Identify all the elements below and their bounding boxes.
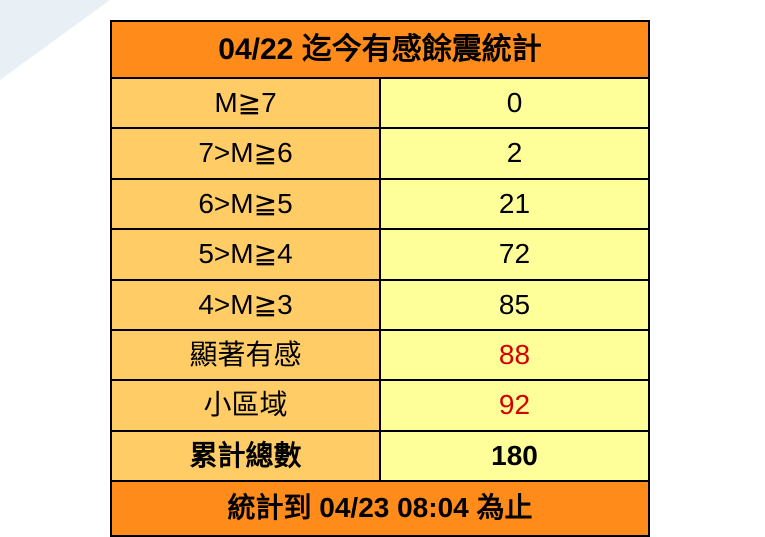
category-label: 顯著有感 xyxy=(111,330,380,380)
total-value: 180 xyxy=(380,431,649,481)
title-row: 04/22 迄今有感餘震統計 xyxy=(111,21,649,78)
count-value: 85 xyxy=(380,280,649,330)
count-value: 0 xyxy=(380,78,649,128)
count-value-highlight: 88 xyxy=(380,330,649,380)
total-label: 累計總數 xyxy=(111,431,380,481)
table-row: M≧7 0 xyxy=(111,78,649,128)
table-row: 累計總數 180 xyxy=(111,431,649,481)
count-value-highlight: 92 xyxy=(380,380,649,430)
category-label: 小區域 xyxy=(111,380,380,430)
magnitude-label: 4>M≧3 xyxy=(111,280,380,330)
table-footer: 統計到 04/23 08:04 為止 xyxy=(111,481,649,535)
corner-triangle xyxy=(0,0,110,80)
aftershock-table: 04/22 迄今有感餘震統計 M≧7 0 7>M≧6 2 6>M≧5 21 5>… xyxy=(110,20,650,537)
table-title: 04/22 迄今有感餘震統計 xyxy=(111,21,649,78)
magnitude-label: 6>M≧5 xyxy=(111,179,380,229)
magnitude-label: M≧7 xyxy=(111,78,380,128)
footer-row: 統計到 04/23 08:04 為止 xyxy=(111,481,649,535)
table-row: 小區域 92 xyxy=(111,380,649,430)
table-row: 6>M≧5 21 xyxy=(111,179,649,229)
table-row: 5>M≧4 72 xyxy=(111,229,649,279)
count-value: 21 xyxy=(380,179,649,229)
count-value: 2 xyxy=(380,128,649,178)
table-row: 4>M≧3 85 xyxy=(111,280,649,330)
magnitude-label: 7>M≧6 xyxy=(111,128,380,178)
table-row: 7>M≧6 2 xyxy=(111,128,649,178)
table-row: 顯著有感 88 xyxy=(111,330,649,380)
table-container: 04/22 迄今有感餘震統計 M≧7 0 7>M≧6 2 6>M≧5 21 5>… xyxy=(110,20,650,537)
count-value: 72 xyxy=(380,229,649,279)
magnitude-label: 5>M≧4 xyxy=(111,229,380,279)
